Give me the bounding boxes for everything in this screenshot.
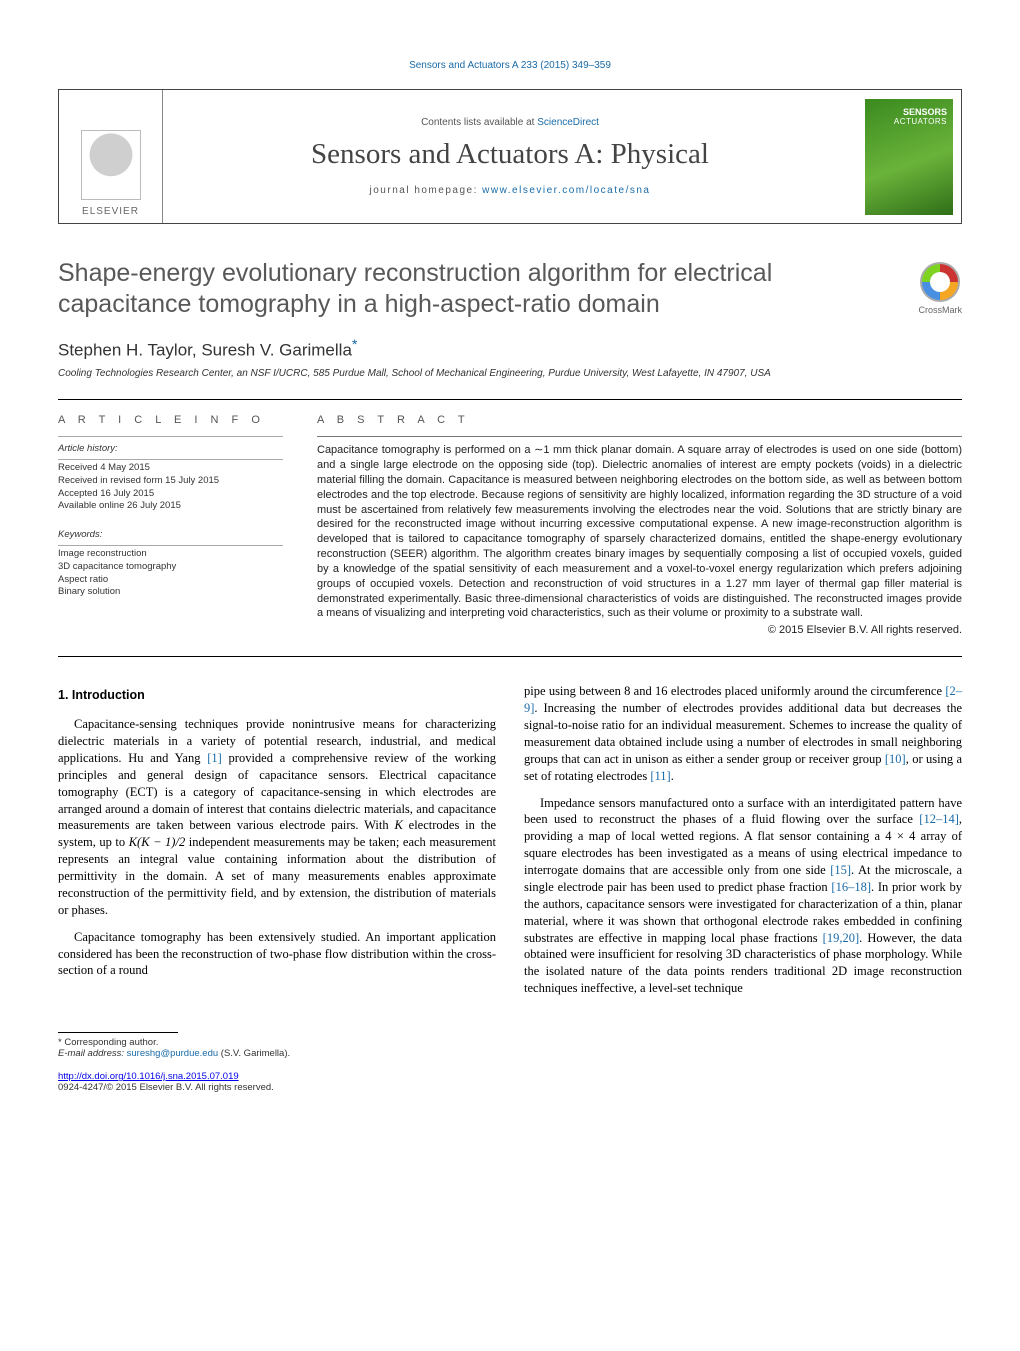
publisher-block: ELSEVIER [59, 90, 163, 223]
article-info-column: A R T I C L E I N F O Article history: R… [58, 414, 283, 636]
page: Sensors and Actuators A 233 (2015) 349–3… [0, 0, 1020, 1133]
rule-below-abstract [58, 656, 962, 657]
article-history-head: Article history: [58, 443, 283, 460]
contents-lists-line: Contents lists available at ScienceDirec… [421, 117, 599, 128]
rule-above-info [58, 399, 962, 400]
footnote-rule [58, 1032, 178, 1033]
keyword: Binary solution [58, 586, 283, 599]
email-attribution: (S.V. Garimella). [218, 1048, 290, 1059]
corresponding-mark: * [352, 337, 358, 353]
keyword: Image reconstruction [58, 548, 283, 561]
cover-block: SENSORS ACTUATORS [857, 90, 961, 223]
citation-ref[interactable]: [11] [650, 769, 670, 783]
email-line: E-mail address: sureshg@purdue.edu (S.V.… [58, 1048, 962, 1059]
body-text: . [671, 769, 674, 783]
body-columns: 1. Introduction Capacitance-sensing tech… [58, 683, 962, 998]
masthead-center: Contents lists available at ScienceDirec… [163, 90, 857, 223]
article-title: Shape-energy evolutionary reconstruction… [58, 258, 900, 321]
journal-homepage-link[interactable]: www.elsevier.com/locate/sna [482, 185, 650, 196]
abstract-column: A B S T R A C T Capacitance tomography i… [317, 414, 962, 636]
history-line: Available online 26 July 2015 [58, 500, 283, 513]
doi-block: http://dx.doi.org/10.1016/j.sna.2015.07.… [58, 1071, 962, 1093]
body-paragraph: Capacitance tomography has been extensiv… [58, 929, 496, 980]
authors: Stephen H. Taylor, Suresh V. Garimella* [58, 337, 962, 361]
corresponding-author-note: * Corresponding author. [58, 1037, 962, 1048]
homepage-prefix: journal homepage: [370, 185, 483, 196]
crossmark[interactable]: CrossMark [918, 262, 962, 315]
running-head: Sensors and Actuators A 233 (2015) 349–3… [58, 60, 962, 71]
abstract-head: A B S T R A C T [317, 414, 962, 426]
body-text: pipe using between 8 and 16 electrodes p… [524, 684, 945, 698]
affiliation: Cooling Technologies Research Center, an… [58, 368, 962, 379]
journal-title: Sensors and Actuators A: Physical [311, 138, 709, 171]
math-eq: K(K − 1)/2 [129, 835, 186, 849]
body-paragraph: Impedance sensors manufactured onto a su… [524, 795, 962, 998]
masthead: ELSEVIER Contents lists available at Sci… [58, 89, 962, 224]
title-row: Shape-energy evolutionary reconstruction… [58, 258, 962, 321]
email-label: E-mail address: [58, 1048, 127, 1059]
crossmark-icon [920, 262, 960, 302]
body-paragraph: pipe using between 8 and 16 electrodes p… [524, 683, 962, 784]
body-paragraph: Capacitance-sensing techniques provide n… [58, 716, 496, 919]
article-info-head: A R T I C L E I N F O [58, 414, 283, 426]
author-1: Stephen H. Taylor, [58, 340, 201, 359]
body-text: Impedance sensors manufactured onto a su… [524, 796, 962, 827]
doi-link[interactable]: http://dx.doi.org/10.1016/j.sna.2015.07.… [58, 1071, 239, 1082]
journal-homepage-line: journal homepage: www.elsevier.com/locat… [370, 185, 651, 196]
crossmark-label: CrossMark [918, 305, 962, 315]
citation-ref[interactable]: [19,20] [823, 931, 859, 945]
author-2: Suresh V. Garimella [201, 340, 352, 359]
sciencedirect-link[interactable]: ScienceDirect [537, 117, 599, 128]
history-line: Received in revised form 15 July 2015 [58, 475, 283, 488]
abstract-text: Capacitance tomography is performed on a… [317, 443, 962, 621]
elsevier-tree-icon [81, 130, 141, 200]
math-K: K [394, 818, 402, 832]
article-history-block: Article history: Received 4 May 2015 Rec… [58, 436, 283, 513]
history-line: Received 4 May 2015 [58, 462, 283, 475]
issn-copyright-line: 0924-4247/© 2015 Elsevier B.V. All right… [58, 1082, 962, 1093]
contents-line-prefix: Contents lists available at [421, 117, 537, 128]
keyword: 3D capacitance tomography [58, 561, 283, 574]
section-heading: 1. Introduction [58, 687, 496, 704]
citation-ref[interactable]: [12–14] [919, 812, 959, 826]
keywords-head: Keywords: [58, 529, 283, 546]
abstract-copyright: © 2015 Elsevier B.V. All rights reserved… [317, 624, 962, 636]
cover-line1: SENSORS [903, 107, 947, 117]
citation-ref[interactable]: [16–18] [831, 880, 871, 894]
footnote-block: * Corresponding author. E-mail address: … [58, 1032, 962, 1059]
citation-ref[interactable]: [10] [885, 752, 906, 766]
history-line: Accepted 16 July 2015 [58, 488, 283, 501]
journal-cover-thumbnail: SENSORS ACTUATORS [865, 99, 953, 215]
citation-ref[interactable]: [1] [207, 751, 222, 765]
cover-line2: ACTUATORS [894, 117, 947, 126]
email-link[interactable]: sureshg@purdue.edu [127, 1048, 219, 1059]
publisher-label: ELSEVIER [82, 206, 139, 217]
keywords-block: Keywords: Image reconstruction 3D capaci… [58, 529, 283, 599]
info-abstract-row: A R T I C L E I N F O Article history: R… [58, 414, 962, 636]
body-text: Capacitance tomography has been extensiv… [58, 930, 496, 978]
abstract-top-rule [317, 436, 962, 437]
citation-ref[interactable]: [15] [830, 863, 851, 877]
keyword: Aspect ratio [58, 574, 283, 587]
